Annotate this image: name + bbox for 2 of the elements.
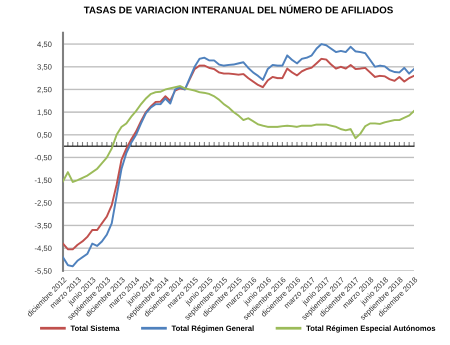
line-series xyxy=(63,85,414,183)
chart-title: TASAS DE VARIACION INTERANUAL DEL NÚMERO DE AFILIADOS xyxy=(84,4,393,14)
